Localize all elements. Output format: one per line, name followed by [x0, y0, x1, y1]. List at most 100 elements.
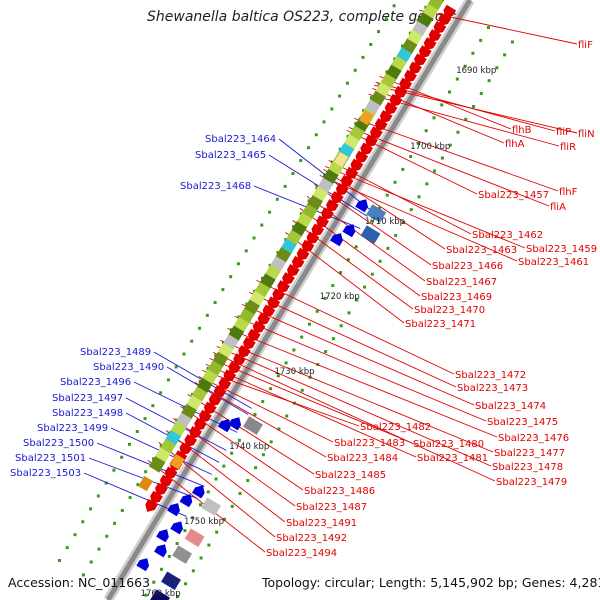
tick-dot — [386, 246, 390, 250]
reverse-gene-arrow — [355, 199, 368, 213]
tick-dot — [361, 55, 365, 59]
forward-gene-arrow — [159, 474, 173, 488]
tick-dot — [221, 288, 225, 292]
tick-dot — [222, 464, 226, 468]
tick-dot — [215, 530, 219, 534]
right-leader-line — [209, 357, 413, 444]
tick-dot — [455, 77, 459, 81]
tick-dot — [214, 354, 218, 358]
tick-dot — [175, 541, 179, 545]
tick-dot — [299, 212, 303, 216]
tick-dot — [205, 313, 209, 317]
tick-dot — [463, 64, 467, 68]
forward-gene-arrow — [326, 199, 339, 213]
tick-dot — [486, 25, 490, 29]
tick-dot — [314, 133, 318, 137]
right-gene-label: Sbal223_1475 — [487, 417, 558, 428]
gene-labels: Sbal223_1464 Sbal223_1465 Sbal223_1468 Sbal… — [10, 40, 597, 559]
tick-dot — [269, 440, 273, 444]
tick-dot — [346, 134, 350, 138]
left-gene-label: Sbal223_1490 — [93, 362, 164, 373]
tick-dot — [214, 477, 218, 481]
forward-gene-arrow — [360, 142, 374, 156]
track-block — [172, 545, 193, 564]
left-gene-label: Sbal223_1465 — [195, 150, 266, 161]
tick-dot — [345, 81, 349, 85]
tick-labels: 1690 kbp 1700 kbp 1710 kbp 1720 kbp 1730 kbp… — [141, 66, 497, 599]
right-gene-label: Sbal223_1467 — [426, 277, 497, 288]
forward-gene-arrow — [423, 37, 437, 51]
forward-gene-arrow — [155, 482, 168, 496]
forward-gene-arrow — [389, 93, 403, 107]
tick-dot — [339, 271, 343, 275]
tick-dot — [198, 326, 202, 330]
tick-dot — [377, 206, 381, 210]
tick-dot — [97, 547, 101, 551]
tick-dot — [238, 491, 242, 495]
reverse-gene-arrow — [156, 529, 169, 543]
right-gene-label: Sbal223_1476 — [498, 433, 569, 444]
tick-dot — [331, 283, 335, 287]
right-gene-label: fliA — [550, 202, 566, 213]
right-gene-label: Sbal223_1494 — [266, 548, 337, 559]
forward-gene-arrow — [218, 377, 232, 391]
track-block — [201, 497, 221, 516]
right-gene-label: Sbal223_1466 — [432, 261, 503, 272]
tick-dot — [456, 130, 460, 134]
forward-gene-arrow — [365, 134, 378, 148]
forward-gene-arrow — [184, 434, 198, 448]
reverse-gene-arrow — [217, 419, 231, 433]
tick-dot — [323, 173, 327, 177]
forward-gene-arrow — [321, 207, 334, 221]
right-gene-label: Sbal223_1457 — [478, 190, 549, 201]
tick-dot — [353, 68, 357, 72]
tick-dot — [127, 442, 131, 446]
track-block — [427, 0, 444, 12]
forward-gene-arrow — [291, 255, 305, 269]
forward-gene-arrow — [150, 490, 163, 504]
forward-gene-arrow — [438, 12, 452, 26]
forward-gene-arrow — [272, 288, 286, 302]
right-gene-label: Sbal223_1486 — [304, 486, 375, 497]
tick-dot — [392, 4, 396, 8]
tick-dot — [213, 300, 217, 304]
tick-dot — [135, 429, 139, 433]
tick-dot — [306, 146, 310, 150]
tick-dot — [393, 180, 397, 184]
tick-dot — [472, 104, 476, 108]
forward-gene-arrow — [414, 53, 427, 67]
tick-dot — [354, 121, 358, 125]
forward-gene-arrow — [404, 69, 418, 83]
tick-dot — [183, 405, 187, 409]
tick-label: 1720 kbp — [320, 292, 360, 302]
right-gene-label: Sbal223_1473 — [457, 383, 528, 394]
tick-dot — [471, 51, 475, 55]
tick-dot — [464, 117, 468, 121]
tick-dot — [191, 516, 195, 520]
forward-gene-arrow — [243, 336, 256, 350]
tick-label: 1750 kbp — [184, 517, 224, 527]
right-leader-line — [325, 165, 526, 249]
tick-dot — [276, 250, 280, 254]
tick-dot — [409, 208, 413, 212]
forward-gene-arrow — [311, 223, 325, 237]
track-block — [161, 571, 181, 591]
tick-dot — [143, 417, 147, 421]
left-gene-label: Sbal223_1464 — [205, 134, 276, 145]
track-block — [366, 204, 387, 223]
forward-gene-arrow — [228, 361, 242, 375]
right-gene-label: fliF — [578, 40, 593, 51]
tick-dot — [89, 507, 93, 511]
backbone-line — [105, 0, 473, 600]
tick-dot — [236, 262, 240, 266]
right-leader-line — [249, 291, 457, 388]
tick-dot — [57, 558, 61, 562]
track-block — [333, 151, 349, 168]
tick-dot — [401, 167, 405, 171]
tick-dot — [182, 352, 186, 356]
right-gene-label: flhA — [505, 139, 525, 150]
forward-gene-arrow — [394, 85, 408, 99]
tick-dot — [96, 494, 100, 498]
tick-dot — [120, 455, 124, 459]
tick-dot — [246, 479, 250, 483]
